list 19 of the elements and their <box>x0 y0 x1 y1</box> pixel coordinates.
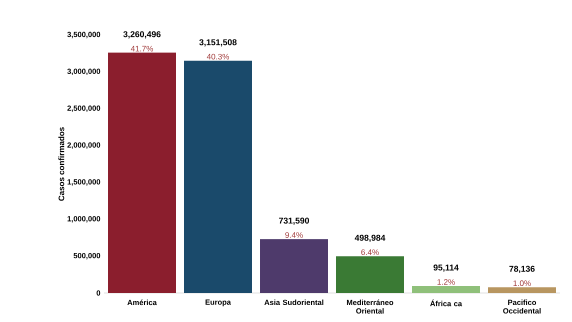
data-label: 3,151,508 <box>199 39 237 46</box>
annotation: 40.3% <box>206 54 230 60</box>
bar <box>336 256 404 293</box>
bar <box>108 52 176 293</box>
data-label: 95,114 <box>434 264 459 272</box>
annotation: 9.4% <box>285 232 303 238</box>
bar <box>260 239 328 293</box>
annotation: 1.2% <box>437 279 455 285</box>
y-axis-title: Casos confirmados <box>58 127 64 201</box>
data-label: 498,984 <box>354 234 386 242</box>
bar <box>412 286 480 293</box>
annotation: 41.7% <box>130 46 154 52</box>
annotation: 6.4% <box>361 249 379 256</box>
data-label: 731,590 <box>279 218 310 225</box>
bar <box>184 60 252 293</box>
annotation: 1.0% <box>513 280 531 286</box>
data-label: 3,260,496 <box>123 31 161 38</box>
data-label: 78,136 <box>509 266 535 274</box>
bar <box>488 287 556 293</box>
